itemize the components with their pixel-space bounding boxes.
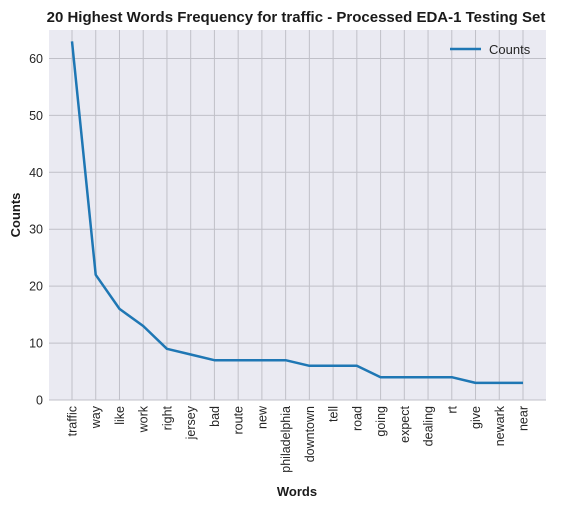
x-tick-label: right: [160, 405, 174, 430]
x-tick-label: near: [517, 406, 531, 431]
chart-title: 20 Highest Words Frequency for traffic -…: [47, 9, 546, 26]
x-tick-label: traffic: [66, 406, 80, 436]
x-tick-label: downtown: [303, 406, 317, 462]
x-tick-label: going: [374, 406, 388, 437]
y-tick-label: 0: [36, 394, 43, 408]
x-tick-label: work: [137, 405, 151, 433]
y-axis-label: Counts: [8, 193, 23, 238]
x-tick-label: route: [232, 406, 246, 435]
x-tick-label: road: [350, 406, 364, 431]
x-tick-label: like: [113, 406, 127, 425]
y-tick-label: 40: [29, 166, 43, 180]
x-tick-label: newark: [493, 405, 507, 446]
y-axis-ticks: 0 10 20 30 40 50 60: [29, 52, 43, 408]
x-tick-label: dealing: [422, 406, 436, 446]
plot-area: [49, 30, 546, 400]
x-tick-label: tell: [327, 406, 341, 422]
legend-label-counts: Counts: [489, 42, 531, 57]
x-tick-label: jersey: [184, 405, 198, 440]
y-tick-label: 20: [29, 280, 43, 294]
x-tick-label: expect: [398, 405, 412, 442]
x-tick-label: way: [89, 405, 103, 429]
y-tick-label: 60: [29, 52, 43, 66]
x-tick-label: give: [469, 406, 483, 429]
x-tick-label: new: [255, 405, 269, 429]
x-tick-label: bad: [208, 406, 222, 427]
x-axis-label: Words: [277, 484, 317, 499]
y-tick-label: 30: [29, 223, 43, 237]
x-tick-label: rt: [445, 405, 459, 413]
x-tick-label: philadelphia: [279, 406, 293, 473]
y-tick-label: 50: [29, 109, 43, 123]
y-tick-label: 10: [29, 337, 43, 351]
